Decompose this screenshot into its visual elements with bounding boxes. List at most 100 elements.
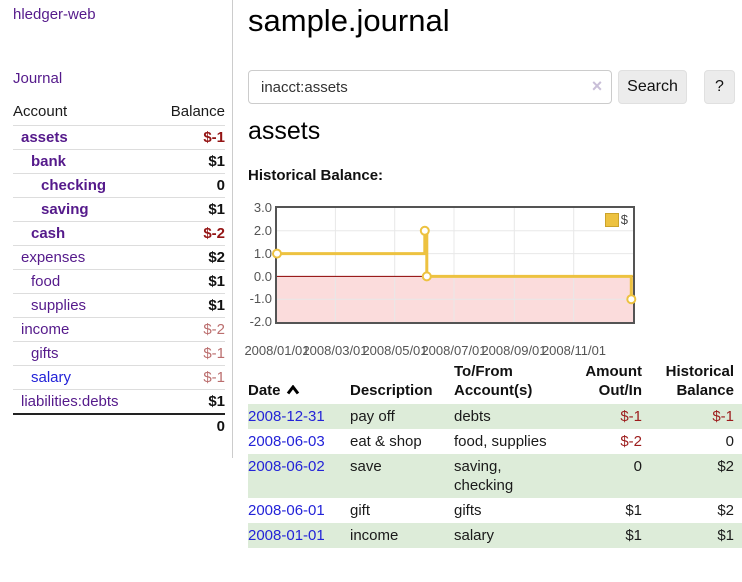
account-row-cash: cash $-2 [13, 221, 225, 246]
transaction-date-link[interactable]: 2008-12-31 [248, 408, 325, 425]
y-axis-tick: -1.0 [249, 291, 272, 306]
account-balance: $-2 [153, 317, 225, 342]
account-page-title: assets [248, 117, 321, 145]
account-balance: $1 [153, 269, 225, 294]
account-balance: 0 [153, 173, 225, 198]
search-button[interactable]: Search [618, 70, 687, 104]
historical-balance-label: Historical Balance: [248, 167, 384, 184]
y-axis-tick: 0.0 [253, 269, 272, 284]
x-axis-tick: 2008/09/01 [481, 343, 547, 358]
column-header-description: Description [350, 382, 433, 399]
register-table: Date Description To/From Account(s) Amou… [248, 360, 742, 548]
historical-balance-chart: $ [272, 206, 637, 324]
transaction-amount: $1 [625, 502, 642, 519]
accounts-total-balance: 0 [153, 413, 225, 438]
sidebar: hledger-web Journal Account Balance asse… [0, 0, 233, 458]
x-axis-tick: 2008/07/01 [421, 343, 487, 358]
transaction-balance: 0 [725, 433, 734, 450]
transaction-description: save [350, 458, 382, 475]
main-content: sample.journal × Search ? assets Histori… [244, 0, 742, 582]
y-axis-tick: -2.0 [249, 314, 272, 329]
transaction-row: 2008-01-01 income salary $1 $1 [248, 523, 742, 548]
transaction-amount: 0 [633, 458, 642, 475]
transaction-date-link[interactable]: 2008-06-01 [248, 502, 325, 519]
accounts-table-header: Account Balance [13, 100, 225, 126]
account-link-supplies[interactable]: supplies [31, 297, 87, 314]
account-balance: $1 [153, 197, 225, 222]
column-header-account: Account [13, 103, 68, 120]
account-link-checking[interactable]: checking [41, 177, 107, 194]
account-row-checking: checking 0 [13, 173, 225, 198]
register-header-row: Date Description To/From Account(s) Amou… [248, 360, 742, 404]
column-header-historical-balance: Historical Balance [665, 363, 734, 399]
x-axis-tick: 2008/01/01 [244, 343, 310, 358]
account-balance: $-1 [153, 341, 225, 366]
y-axis-tick: 2.0 [253, 223, 272, 238]
help-button[interactable]: ? [704, 70, 735, 104]
data-point-markers [272, 225, 637, 305]
sort-ascending-icon [286, 381, 300, 400]
transaction-amount: $1 [625, 527, 642, 544]
account-balance: $-1 [153, 365, 225, 390]
account-balance: $-2 [153, 221, 225, 246]
legend-label: $ [620, 212, 628, 227]
account-row-bank: bank $1 [13, 149, 225, 174]
search-input[interactable] [248, 70, 612, 104]
account-row-income: income $-2 [13, 317, 225, 342]
transaction-row: 2008-06-02 save saving, checking 0 $2 [248, 454, 742, 498]
account-row-supplies: supplies $1 [13, 293, 225, 318]
y-axis-tick: 1.0 [253, 246, 272, 261]
column-header-date[interactable]: Date [248, 360, 346, 404]
account-link-bank[interactable]: bank [31, 153, 67, 170]
account-row-salary: salary $-1 [13, 365, 225, 390]
account-link-salary[interactable]: salary [31, 369, 72, 386]
account-link-food[interactable]: food [31, 273, 61, 290]
account-link-gifts[interactable]: gifts [31, 345, 59, 362]
transaction-accounts: food, supplies [454, 433, 547, 450]
legend-swatch-icon [604, 212, 619, 227]
accounts-balance-table: Account Balance assets $-1 bank $1 check… [13, 100, 225, 438]
clear-search-icon[interactable]: × [591, 76, 603, 96]
date-header-label: Date [248, 382, 281, 399]
account-row-gifts: gifts $-1 [13, 341, 225, 366]
sidebar-item-journal[interactable]: Journal [13, 70, 63, 87]
transaction-balance: $1 [717, 527, 734, 544]
account-balance: $1 [153, 293, 225, 318]
account-link-assets[interactable]: assets [21, 129, 68, 146]
transaction-date-link[interactable]: 2008-06-02 [248, 458, 325, 475]
transaction-date-link[interactable]: 2008-06-03 [248, 433, 325, 450]
transaction-accounts: debts [454, 408, 491, 425]
transaction-accounts: saving, checking [454, 458, 514, 494]
transaction-row: 2008-06-01 gift gifts $1 $2 [248, 498, 742, 523]
account-balance: $1 [153, 149, 225, 174]
transaction-description: gift [350, 502, 371, 519]
journal-title: sample.journal [248, 3, 450, 38]
transaction-description: eat & shop [350, 433, 422, 450]
transaction-row: 2008-12-31 pay off debts $-1 $-1 [248, 404, 742, 429]
y-axis-tick: 3.0 [253, 200, 272, 215]
app-title-link[interactable]: hledger-web [13, 6, 96, 23]
account-balance: $-1 [153, 125, 225, 150]
account-link-saving[interactable]: saving [41, 201, 89, 218]
transaction-accounts: salary [454, 527, 495, 544]
x-axis-tick: 2008/05/01 [362, 343, 428, 358]
x-axis-tick: 2008/11/01 [541, 343, 607, 358]
transaction-balance: $-1 [712, 408, 734, 425]
account-link-cash[interactable]: cash [31, 225, 66, 242]
transaction-balance: $2 [717, 502, 734, 519]
balance-chart-plot [272, 208, 637, 322]
account-link-income[interactable]: income [21, 321, 70, 338]
accounts-total-row: 0 [13, 413, 225, 438]
chart-legend: $ [604, 212, 628, 227]
column-header-balance: Balance [170, 103, 225, 120]
account-row-expenses: expenses $2 [13, 245, 225, 270]
account-link-liabilities-debts[interactable]: liabilities:debts [21, 393, 119, 410]
account-row-food: food $1 [13, 269, 225, 294]
account-row-saving: saving $1 [13, 197, 225, 222]
transaction-description: pay off [350, 408, 395, 425]
account-link-expenses[interactable]: expenses [21, 249, 86, 266]
column-header-accounts: To/From Account(s) [454, 363, 533, 399]
transaction-date-link[interactable]: 2008-01-01 [248, 527, 325, 544]
transaction-amount: $-1 [620, 408, 642, 425]
